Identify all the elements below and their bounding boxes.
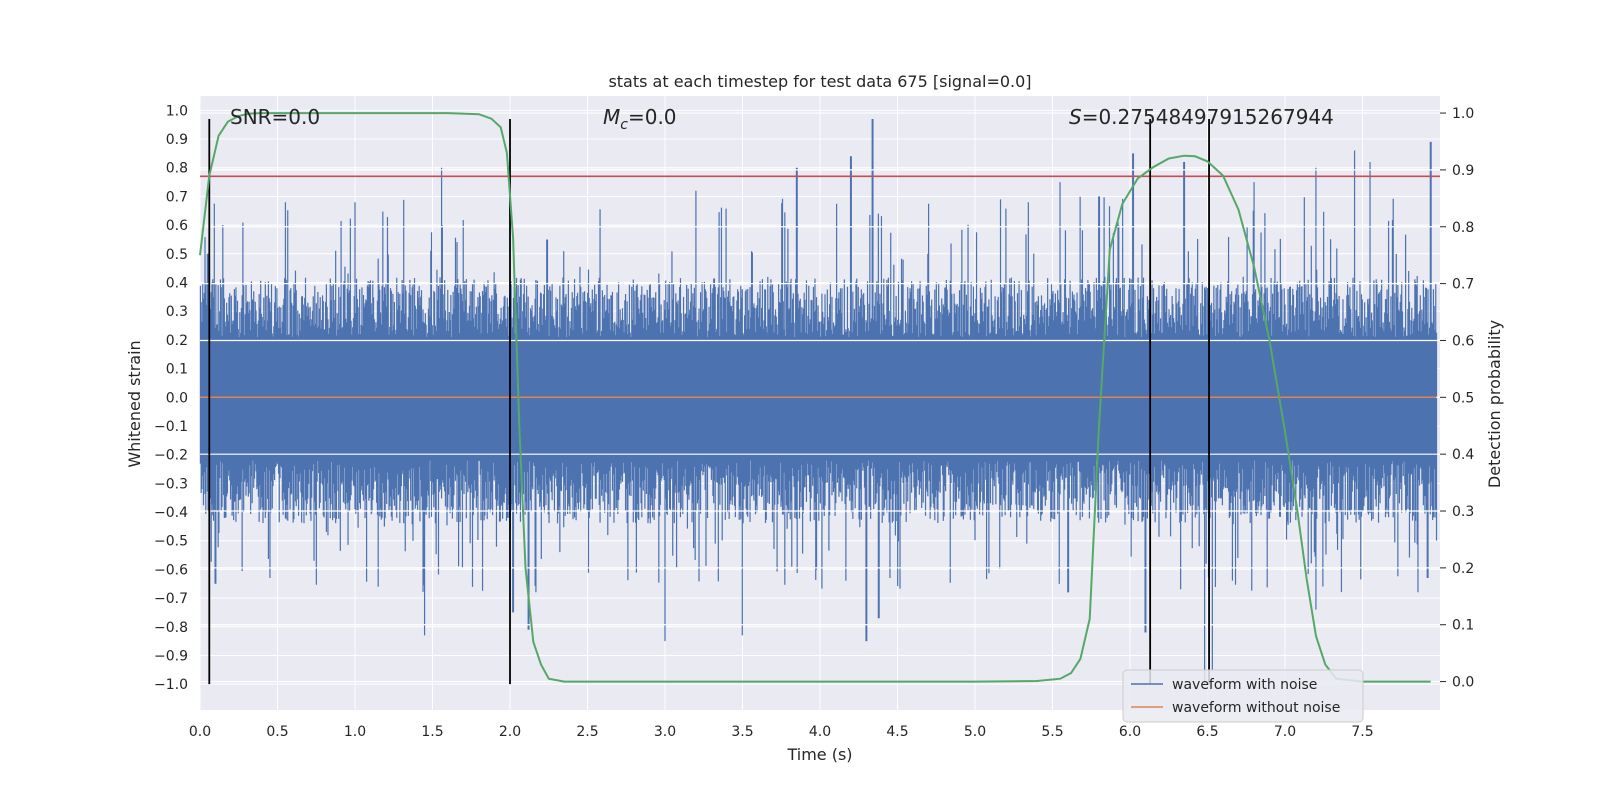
y-left-tick-label: −0.8 xyxy=(154,620,188,636)
y-left-tick-label: 0.8 xyxy=(166,161,188,177)
x-tick-label: 7.5 xyxy=(1351,724,1373,740)
y-left-tick-label: −0.7 xyxy=(154,591,188,607)
y-left-tick-label: −0.3 xyxy=(154,476,188,492)
y-left-tick-label: 0.3 xyxy=(166,304,188,320)
y-left-tick-label: −0.6 xyxy=(154,562,188,578)
y-right-tick-label: 0.5 xyxy=(1452,390,1474,406)
y-left-tick-label: 0.6 xyxy=(166,218,188,234)
y-left-tick-label: 0.4 xyxy=(166,275,188,291)
legend: waveform with noise waveform without noi… xyxy=(1122,669,1364,723)
x-axis-ticks: 0.0 0.5 1.0 1.5 2.0 2.5 3.0 3.5 4.0 4.5 5.0 5.5 6.0 6… xyxy=(189,724,1374,740)
y-right-tick-label: 0.1 xyxy=(1452,618,1474,634)
legend-label-noise: waveform with noise xyxy=(1172,677,1317,693)
y-right-tick-label: 0.0 xyxy=(1452,675,1474,691)
x-tick-label: 5.5 xyxy=(1041,724,1063,740)
x-tick-label: 3.5 xyxy=(731,724,753,740)
y-right-tick-label: 1.0 xyxy=(1452,106,1474,122)
y-left-tick-label: 0.2 xyxy=(166,333,188,349)
y-right-tick-label: 0.9 xyxy=(1452,163,1474,179)
y-left-tick-label: −0.9 xyxy=(154,648,188,664)
y-left-tick-label: −1.0 xyxy=(154,677,188,693)
y-left-tick-label: −0.5 xyxy=(154,534,188,550)
y-right-tick-label: 0.7 xyxy=(1452,277,1474,293)
x-tick-label: 6.0 xyxy=(1119,724,1141,740)
x-axis-label: Time (s) xyxy=(786,745,852,764)
y-left-tick-label: 0.5 xyxy=(166,247,188,263)
x-tick-label: 1.0 xyxy=(344,724,366,740)
x-tick-label: 0.5 xyxy=(266,724,288,740)
y-right-tick-label: 0.3 xyxy=(1452,504,1474,520)
y-left-tick-label: 0.9 xyxy=(166,132,188,148)
y-right-tick-label: 0.8 xyxy=(1452,220,1474,236)
chart-title: stats at each timestep for test data 675… xyxy=(608,72,1031,91)
x-tick-label: 6.5 xyxy=(1196,724,1218,740)
x-tick-label: 0.0 xyxy=(189,724,211,740)
noise-spikes xyxy=(199,119,1438,685)
y-left-tick-label: −0.2 xyxy=(154,448,188,464)
x-tick-label: 1.5 xyxy=(421,724,443,740)
annotation-mc: Mc=0.0 xyxy=(603,105,677,133)
series-lines xyxy=(199,112,1440,685)
right-axis-ticks: 1.0 0.9 0.8 0.7 0.6 0.5 0.4 0.3 0.2 0.1 0.0 xyxy=(1440,106,1474,691)
y-left-tick-label: 0.0 xyxy=(166,390,188,406)
y-left-tick-label: −0.4 xyxy=(154,505,188,521)
x-tick-label: 7.0 xyxy=(1274,724,1296,740)
y-left-tick-label: 0.1 xyxy=(166,362,188,378)
y-axis-label-right: Detection probability xyxy=(1485,320,1504,488)
x-tick-label: 2.5 xyxy=(576,724,598,740)
y-right-tick-label: 0.2 xyxy=(1452,561,1474,577)
x-tick-label: 2.0 xyxy=(499,724,521,740)
y-right-tick-label: 0.4 xyxy=(1452,447,1474,463)
detection-probability-line xyxy=(199,112,1431,683)
x-tick-label: 4.0 xyxy=(809,724,831,740)
y-axis-label-left: Whitened strain xyxy=(125,340,144,467)
annotation-s: S=0.27548497915267944 xyxy=(1069,105,1334,129)
legend-label-clean: waveform without noise xyxy=(1172,700,1340,716)
left-axis-ticks: 1.0 0.9 0.8 0.7 0.6 0.5 0.4 0.3 0.2 0.1 0.0 −0.1 −0.… xyxy=(154,103,188,693)
y-left-tick-label: −0.1 xyxy=(154,419,188,435)
y-right-tick-label: 0.6 xyxy=(1452,333,1474,349)
x-tick-label: 4.5 xyxy=(886,724,908,740)
noise-waveform xyxy=(199,119,1438,685)
annotation-snr: SNR=0.0 xyxy=(230,105,320,129)
legend-box xyxy=(1122,669,1364,723)
x-tick-label: 5.0 xyxy=(964,724,986,740)
y-left-tick-label: 0.7 xyxy=(166,189,188,205)
x-tick-label: 3.0 xyxy=(654,724,676,740)
y-left-tick-label: 1.0 xyxy=(166,103,188,119)
